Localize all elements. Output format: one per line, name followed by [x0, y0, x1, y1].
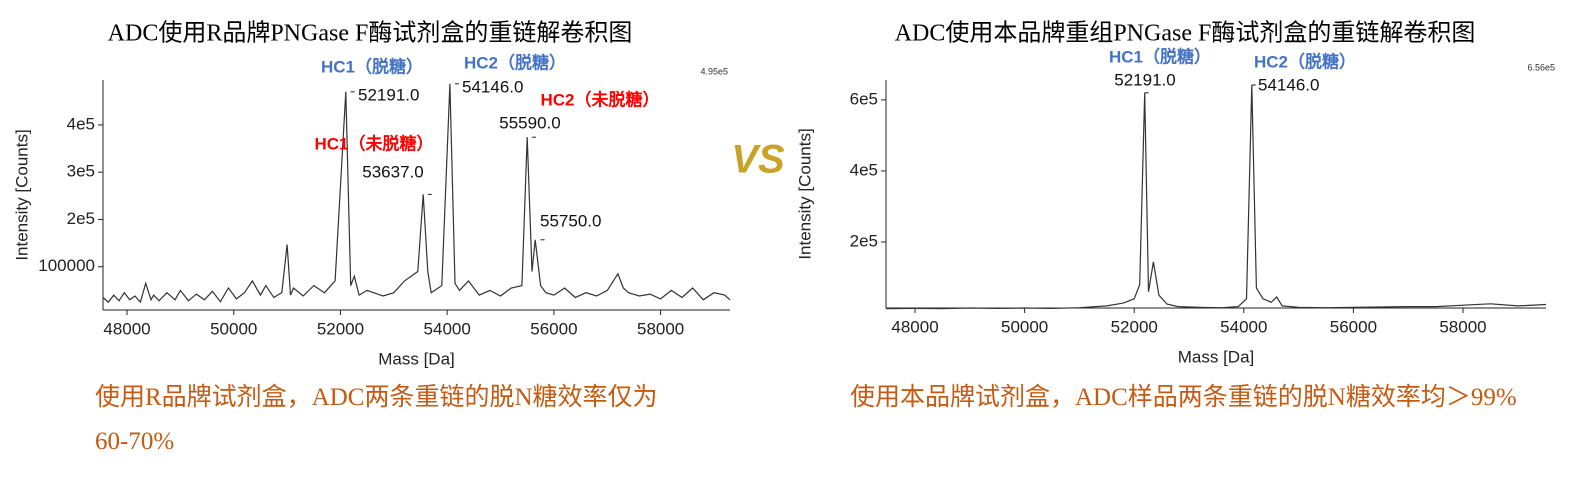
peak-group-label: HC2（未脱糖）	[540, 89, 659, 109]
peak-label: 54146.0	[1258, 75, 1319, 94]
y-tick-label: 3e5	[67, 162, 95, 181]
peak-label: 55590.0	[499, 113, 560, 132]
x-tick-label: 58000	[1439, 317, 1486, 336]
x-tick-label: 56000	[530, 319, 577, 338]
x-tick-label: 48000	[103, 319, 150, 338]
x-tick-label: 50000	[210, 319, 257, 338]
x-tick-label: 54000	[1220, 317, 1267, 336]
y-tick-label: 2e5	[850, 231, 878, 250]
spectrum-line	[885, 84, 1547, 310]
vs-label: VS	[731, 138, 785, 182]
x-axis-label: Mass [Da]	[1178, 347, 1255, 366]
y-axis-label: Intensity [Counts]	[12, 129, 31, 260]
x-tick-label: 54000	[424, 319, 471, 338]
y-tick-label: 4e5	[67, 114, 95, 133]
x-tick-label: 52000	[317, 319, 364, 338]
peak-group-label: HC1（未脱糖）	[314, 133, 433, 153]
peak-label: 52191.0	[358, 85, 419, 104]
peak-label: 52191.0	[1114, 70, 1175, 89]
peak-label: 54146.0	[462, 77, 523, 96]
peak-label: 55750.0	[540, 211, 601, 230]
x-tick-label: 50000	[1001, 317, 1048, 336]
x-tick-label: 58000	[637, 319, 684, 338]
peak-group-label: HC2（脱糖）	[1254, 51, 1356, 71]
scale-label: 4.95e5	[700, 66, 728, 76]
x-tick-label: 52000	[1111, 317, 1158, 336]
y-tick-label: 6e5	[850, 89, 878, 108]
peak-group-label: HC2（脱糖）	[464, 52, 566, 72]
spectrum-line	[102, 83, 731, 304]
caption: 使用本品牌试剂盒，ADC样品两条重链的脱N糖效率均＞99%	[850, 384, 1517, 411]
x-tick-label: 48000	[891, 317, 938, 336]
chart-title: ADC使用本品牌重组PNGase F酶试剂盒的重链解卷积图	[895, 20, 1476, 47]
caption: 使用R品牌试剂盒，ADC两条重链的脱N糖效率仅为60-70%	[95, 384, 658, 455]
scale-label: 6.56e5	[1527, 62, 1555, 72]
y-tick-label: 2e5	[67, 209, 95, 228]
peak-group-label: HC1（脱糖）	[1109, 46, 1211, 66]
x-tick-label: 56000	[1330, 317, 1377, 336]
y-tick-label: 4e5	[850, 160, 878, 179]
y-axis-label: Intensity [Counts]	[795, 128, 814, 259]
peak-group-label: HC1（脱糖）	[321, 56, 423, 76]
x-axis-label: Mass [Da]	[378, 349, 455, 368]
chart-title: ADC使用R品牌PNGase F酶试剂盒的重链解卷积图	[108, 20, 633, 47]
y-tick-label: 100000	[38, 256, 95, 275]
peak-label: 53637.0	[362, 162, 423, 181]
